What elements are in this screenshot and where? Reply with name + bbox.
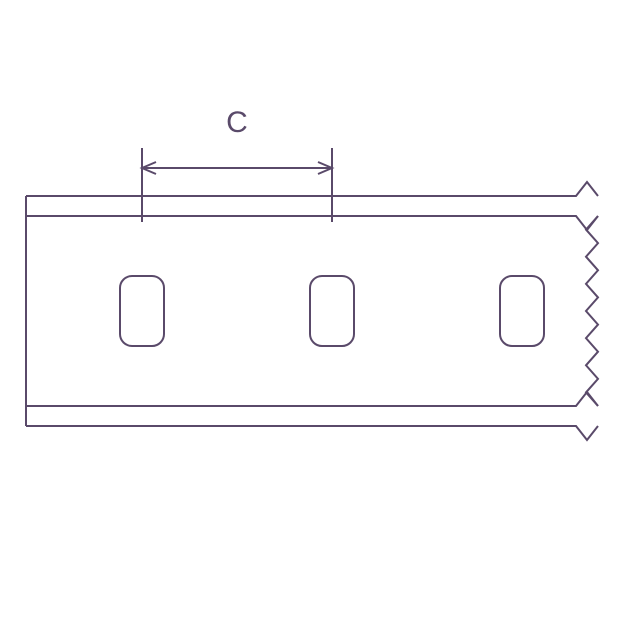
slot-3 xyxy=(500,276,544,346)
rail-outer-bottom xyxy=(26,426,598,440)
rail-inner-top xyxy=(26,216,598,230)
dim-label: C xyxy=(226,106,248,139)
rail-inner-bottom xyxy=(26,392,598,406)
slot-2 xyxy=(310,276,354,346)
slot-1 xyxy=(120,276,164,346)
rail-break-zigzag xyxy=(586,216,598,406)
rail-outer-top xyxy=(26,182,598,196)
